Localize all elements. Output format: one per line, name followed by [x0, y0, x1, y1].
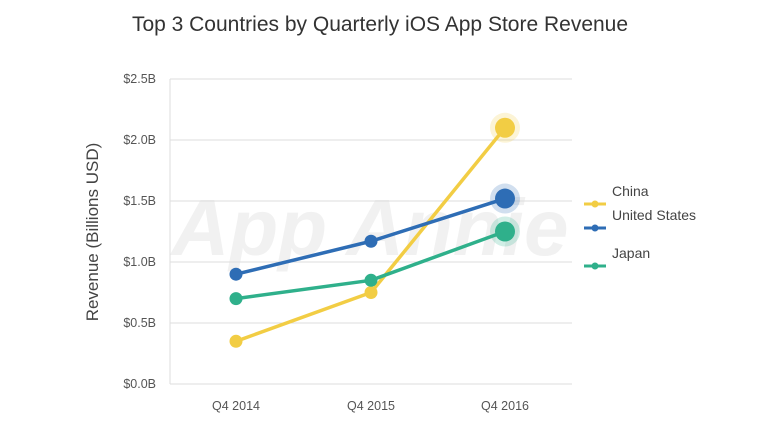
y-axis-label: Revenue (Billions USD)	[83, 143, 102, 322]
y-tick-label: $0.5B	[123, 316, 156, 330]
y-tick-label: $1.5B	[123, 194, 156, 208]
legend-marker	[591, 224, 599, 232]
y-tick-label: $2.5B	[123, 72, 156, 86]
data-point	[495, 221, 515, 242]
legend-marker	[591, 200, 599, 208]
data-point	[495, 117, 515, 138]
data-point	[495, 188, 515, 209]
legend-label: United States	[612, 207, 696, 223]
y-tick-label: $0.0B	[123, 377, 156, 391]
x-tick-label: Q4 2016	[481, 399, 529, 413]
chart-title: Top 3 Countries by Quarterly iOS App Sto…	[131, 13, 629, 36]
data-point	[364, 234, 378, 248]
data-point	[364, 273, 378, 287]
data-point	[364, 286, 378, 299]
legend-marker	[591, 262, 599, 270]
y-tick-label: $1.0B	[123, 255, 156, 269]
data-point	[229, 334, 243, 348]
data-point	[229, 292, 243, 306]
x-tick-label: Q4 2014	[212, 399, 260, 413]
legend-label: Japan	[612, 245, 650, 261]
data-point	[229, 267, 243, 281]
legend-label: China	[612, 183, 649, 199]
x-tick-label: Q4 2015	[347, 399, 395, 413]
y-tick-label: $2.0B	[123, 133, 156, 147]
